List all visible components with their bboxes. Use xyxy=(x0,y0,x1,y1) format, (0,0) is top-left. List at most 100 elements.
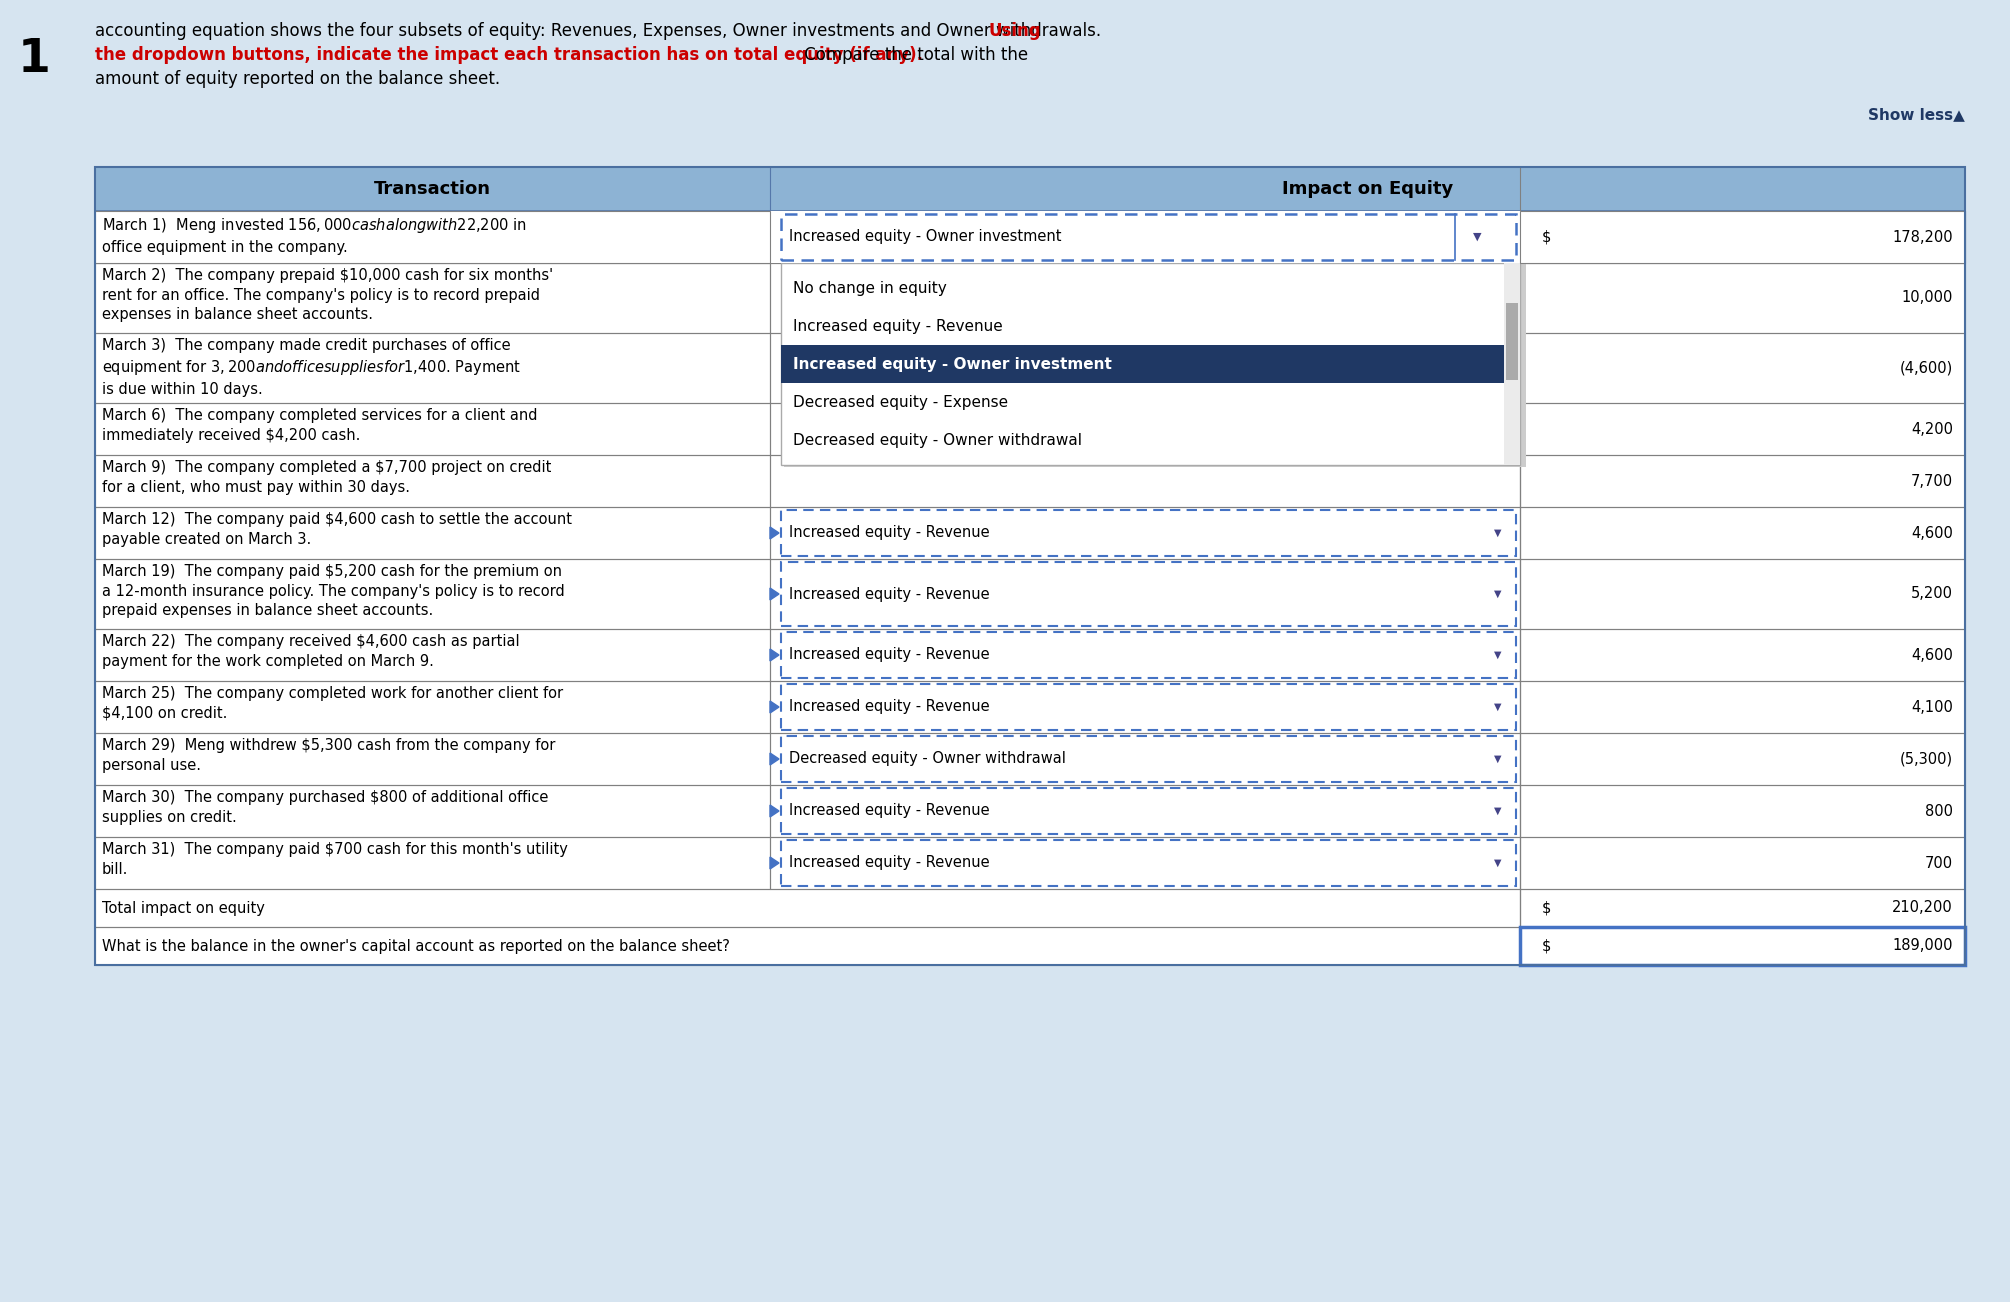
Text: $: $ xyxy=(1542,939,1552,953)
Text: Increased equity - Revenue: Increased equity - Revenue xyxy=(794,319,1003,333)
Bar xyxy=(770,167,1966,211)
Bar xyxy=(782,263,1520,465)
Text: ▼: ▼ xyxy=(1493,232,1501,242)
Polygon shape xyxy=(770,753,780,766)
Text: Increased equity - Owner investment: Increased equity - Owner investment xyxy=(790,229,1061,245)
Text: March 1)  Meng invested $156,000 cash along with $22,200 in
office equipment in : March 1) Meng invested $156,000 cash alo… xyxy=(103,216,527,255)
Bar xyxy=(782,631,1516,678)
Text: Increased equity - Revenue: Increased equity - Revenue xyxy=(790,803,989,819)
Bar xyxy=(1520,559,1966,629)
Text: 10,000: 10,000 xyxy=(1901,290,1954,306)
Text: ▼: ▼ xyxy=(1493,702,1501,712)
Polygon shape xyxy=(770,805,780,816)
Bar xyxy=(782,684,1516,730)
Text: 7,700: 7,700 xyxy=(1912,474,1954,488)
Text: March 9)  The company completed a $7,700 project on credit
for a client, who mus: March 9) The company completed a $7,700 … xyxy=(103,460,551,495)
Bar xyxy=(770,263,1520,333)
Text: March 6)  The company completed services for a client and
immediately received $: March 6) The company completed services … xyxy=(103,408,537,443)
Text: ▼: ▼ xyxy=(1493,806,1501,816)
Text: Decreased equity - Expense: Decreased equity - Expense xyxy=(794,395,1009,410)
Text: 4,100: 4,100 xyxy=(1912,699,1954,715)
Text: March 31)  The company paid $700 cash for this month's utility
bill.: March 31) The company paid $700 cash for… xyxy=(103,842,569,876)
Text: ▼: ▼ xyxy=(1493,858,1501,868)
Bar xyxy=(782,214,1516,260)
Text: What is the balance in the owner's capital account as reported on the balance sh: What is the balance in the owner's capit… xyxy=(103,939,730,953)
Text: Increased equity - Revenue: Increased equity - Revenue xyxy=(790,699,989,715)
Text: 189,000: 189,000 xyxy=(1893,939,1954,953)
Text: March 25)  The company completed work for another client for
$4,100 on credit.: March 25) The company completed work for… xyxy=(103,686,563,720)
Bar xyxy=(94,167,770,211)
Text: Increased equity - Revenue: Increased equity - Revenue xyxy=(790,586,989,602)
Text: Decreased equity - Owner withdrawal: Decreased equity - Owner withdrawal xyxy=(794,432,1081,448)
Bar xyxy=(94,333,770,404)
Text: 700: 700 xyxy=(1926,855,1954,871)
Text: Increased equity - Revenue: Increased equity - Revenue xyxy=(790,526,989,540)
Bar xyxy=(1505,303,1518,380)
Bar xyxy=(94,454,1966,506)
Bar xyxy=(94,211,1966,263)
Bar xyxy=(94,506,770,559)
Bar xyxy=(782,840,1516,885)
Bar xyxy=(782,510,1516,556)
Bar xyxy=(1520,785,1966,837)
Text: (5,300): (5,300) xyxy=(1899,751,1954,767)
Text: Compare the total with the: Compare the total with the xyxy=(800,46,1029,64)
Bar xyxy=(94,837,1966,889)
Text: March 19)  The company paid $5,200 cash for the premium on
a 12-month insurance : March 19) The company paid $5,200 cash f… xyxy=(103,564,565,618)
Bar xyxy=(1520,927,1966,965)
Text: March 2)  The company prepaid $10,000 cash for six months'
rent for an office. T: March 2) The company prepaid $10,000 cas… xyxy=(103,268,553,322)
Text: ▼: ▼ xyxy=(1473,232,1481,242)
Bar xyxy=(770,404,1520,454)
Bar xyxy=(94,167,1966,211)
Text: Increased equity - Revenue: Increased equity - Revenue xyxy=(790,647,989,663)
Bar xyxy=(94,889,1966,927)
Bar xyxy=(782,562,1516,626)
Bar xyxy=(94,404,1966,454)
Bar xyxy=(770,333,1520,404)
Bar xyxy=(94,211,770,263)
Bar xyxy=(1520,629,1966,681)
Bar xyxy=(1520,454,1966,506)
Bar xyxy=(94,785,1966,837)
Bar xyxy=(1520,506,1966,559)
Bar xyxy=(94,681,770,733)
Text: amount of equity reported on the balance sheet.: amount of equity reported on the balance… xyxy=(94,70,500,89)
Text: 4,600: 4,600 xyxy=(1912,526,1954,540)
Text: No change in equity: No change in equity xyxy=(794,280,947,296)
Text: Total impact on equity: Total impact on equity xyxy=(103,901,265,915)
Bar xyxy=(94,211,770,263)
Bar xyxy=(94,629,1966,681)
Text: accounting equation shows the four subsets of equity: Revenues, Expenses, Owner : accounting equation shows the four subse… xyxy=(94,22,1112,40)
Text: $: $ xyxy=(1542,229,1552,245)
Bar xyxy=(94,629,770,681)
Text: ▼: ▼ xyxy=(1493,529,1501,538)
Bar xyxy=(770,211,1520,263)
Bar xyxy=(94,333,1966,404)
Bar xyxy=(94,889,1520,927)
Polygon shape xyxy=(770,527,780,539)
Bar xyxy=(782,214,1516,260)
Bar xyxy=(94,211,1966,263)
Text: 178,200: 178,200 xyxy=(1891,229,1954,245)
Text: Decreased equity - Owner withdrawal: Decreased equity - Owner withdrawal xyxy=(790,751,1065,767)
Text: Using: Using xyxy=(989,22,1041,40)
Polygon shape xyxy=(770,230,780,243)
Bar xyxy=(94,785,770,837)
Polygon shape xyxy=(770,589,780,600)
Bar xyxy=(770,629,1520,681)
Bar xyxy=(770,454,1520,506)
Bar xyxy=(784,262,1526,467)
Bar xyxy=(94,927,1966,965)
Text: Increased equity - Revenue: Increased equity - Revenue xyxy=(790,855,989,871)
Bar xyxy=(94,927,1520,965)
Bar xyxy=(782,263,1520,465)
Bar xyxy=(1520,404,1966,454)
Text: (4,600): (4,600) xyxy=(1899,361,1954,375)
Bar xyxy=(94,263,1966,333)
Text: 210,200: 210,200 xyxy=(1891,901,1954,915)
Text: March 3)  The company made credit purchases of office
equipment for $3,200 and o: March 3) The company made credit purchas… xyxy=(103,339,521,397)
Bar xyxy=(1520,889,1966,927)
Text: ▼: ▼ xyxy=(1493,754,1501,764)
Text: 5,200: 5,200 xyxy=(1912,586,1954,602)
Bar xyxy=(94,559,1966,629)
